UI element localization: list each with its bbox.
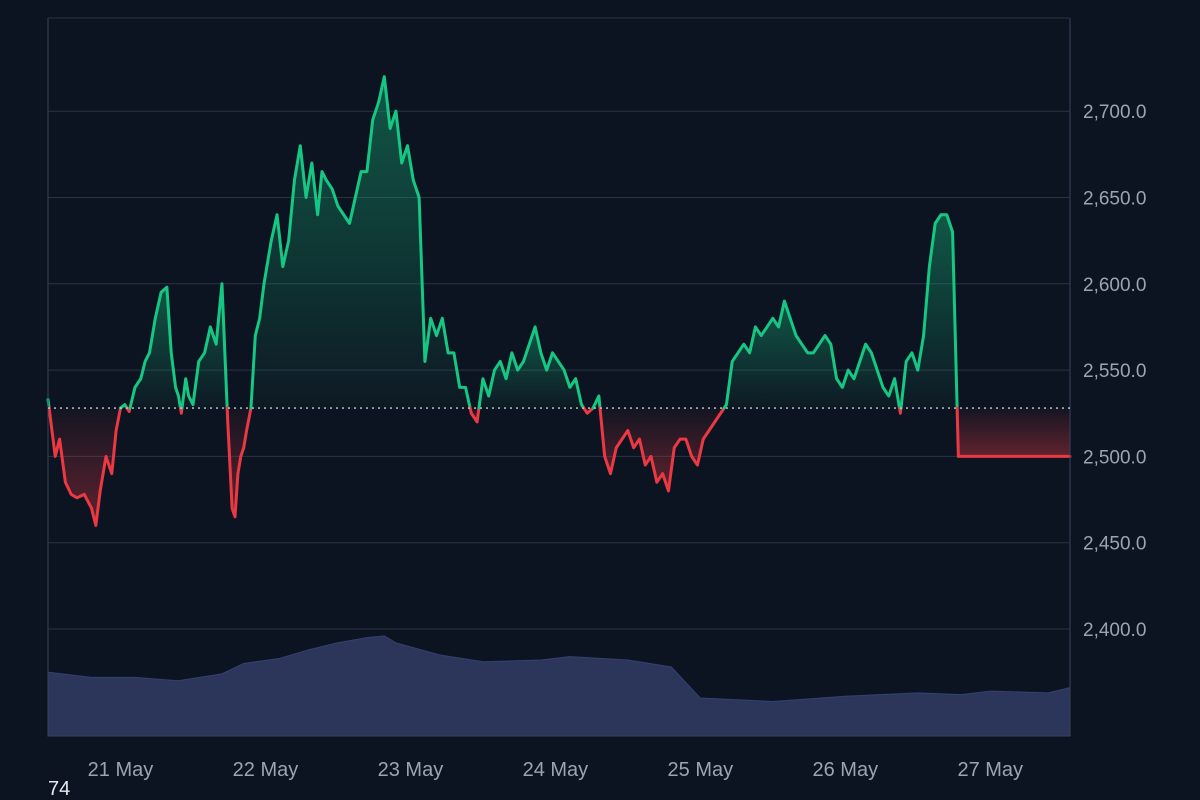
y-axis: 2,700.0 2,650.0 2,600.0 2,550.0 2,500.0 2,450… bbox=[1083, 102, 1146, 641]
x-tick-label: 25 May bbox=[668, 759, 734, 781]
x-tick-label: 26 May bbox=[813, 759, 879, 781]
price-line-up bbox=[591, 394, 602, 410]
volume-series bbox=[47, 635, 1071, 737]
price-line-up bbox=[249, 75, 472, 410]
x-tick-label: 23 May bbox=[378, 759, 444, 781]
price-line-down bbox=[898, 406, 903, 415]
price-area-down bbox=[600, 408, 725, 491]
price-area-up bbox=[182, 283, 228, 409]
price-line-down bbox=[225, 406, 253, 519]
price-line bbox=[46, 75, 1072, 527]
y-tick-label: 2,500.0 bbox=[1083, 447, 1146, 468]
price-line-down bbox=[178, 406, 184, 415]
price-area-up bbox=[900, 214, 958, 409]
price-line-down bbox=[955, 406, 1072, 458]
price-area-down bbox=[957, 408, 1070, 457]
y-tick-label: 2,400.0 bbox=[1083, 620, 1146, 641]
price-line-up bbox=[180, 282, 229, 410]
x-tick-label: 22 May bbox=[233, 759, 299, 781]
price-line-down bbox=[468, 406, 481, 424]
volume-area bbox=[47, 635, 1071, 737]
price-line-down bbox=[582, 406, 595, 415]
price-line-up bbox=[722, 299, 902, 410]
price-area bbox=[48, 76, 1070, 526]
price-area-up bbox=[130, 287, 181, 409]
price-line-up bbox=[477, 325, 586, 410]
price-area-down bbox=[49, 408, 121, 526]
price-line-up bbox=[899, 213, 959, 410]
chart-frame bbox=[47, 17, 1071, 737]
x-axis: 21 May 22 May 23 May 24 May 25 May 26 May 27 M… bbox=[88, 759, 1023, 781]
price-line-down bbox=[47, 406, 122, 527]
price-area-up bbox=[478, 326, 584, 409]
y-tick-label: 2,650.0 bbox=[1083, 189, 1146, 210]
x-tick-label: 24 May bbox=[523, 759, 589, 781]
y-tick-label: 2,700.0 bbox=[1083, 102, 1146, 123]
price-line-down bbox=[598, 406, 726, 493]
x-tick-label: 27 May bbox=[957, 759, 1023, 781]
corner-label: 74 bbox=[48, 778, 71, 800]
price-area-up bbox=[250, 76, 471, 409]
y-tick-label: 2,450.0 bbox=[1083, 534, 1146, 555]
y-tick-label: 2,550.0 bbox=[1083, 361, 1146, 382]
x-tick-label: 21 May bbox=[88, 759, 154, 781]
price-line-up bbox=[128, 285, 182, 410]
y-tick-label: 2,600.0 bbox=[1083, 275, 1146, 296]
